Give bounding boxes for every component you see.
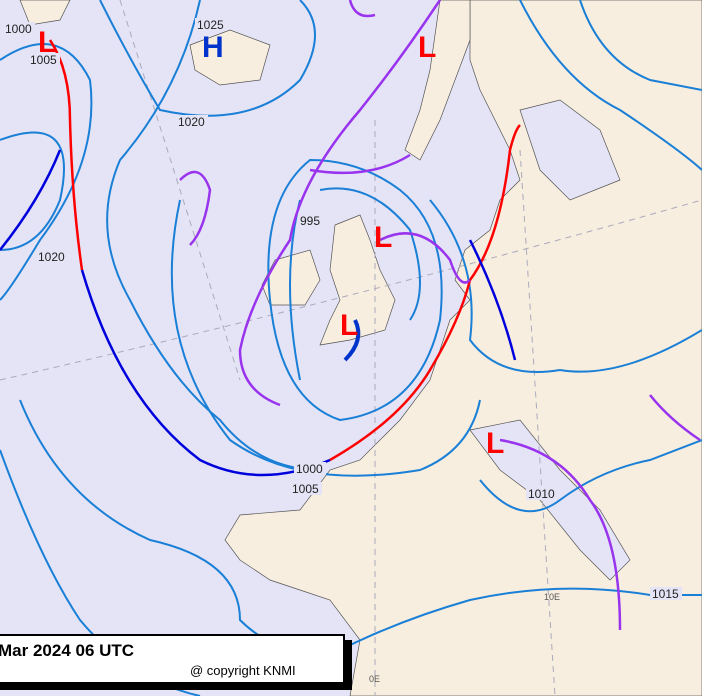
isobar-label-bg — [650, 587, 682, 600]
isobar-label: 1005 — [292, 482, 319, 496]
isobar-label-bg — [290, 482, 322, 495]
legend-box — [0, 634, 352, 690]
isobar-label: 1025 — [197, 18, 224, 32]
pressure-center: L — [340, 309, 358, 342]
isobar-label: 1000 — [296, 462, 323, 476]
isobar-label: 1000 — [5, 22, 32, 36]
pressure-center: L — [38, 26, 56, 59]
isobar-label-bg — [195, 18, 227, 31]
isobar-label: 1015 — [652, 587, 679, 601]
isobar-label-bg — [3, 22, 35, 35]
longitude-label: 10E — [544, 592, 560, 602]
isobar-label: 995 — [300, 214, 320, 228]
isobar-label: 1010 — [528, 487, 555, 501]
pressure-center: L — [486, 427, 504, 460]
isobar-label-bg — [526, 487, 558, 500]
isobar-label-bg — [298, 214, 320, 227]
isobar-label: 1005 — [30, 53, 57, 67]
timestamp: Mar 2024 06 UTC — [0, 641, 134, 660]
longitude-label: 0E — [369, 674, 380, 684]
pressure-center: L — [374, 221, 392, 254]
isobar-label-bg — [176, 115, 208, 128]
pressure-center: H — [202, 31, 224, 64]
pressure-center: L — [418, 31, 436, 64]
fronts — [0, 0, 701, 631]
isobar-label: 1020 — [178, 115, 205, 129]
isobar-label: 1020 — [38, 250, 65, 264]
isobar-label-bg — [294, 462, 326, 475]
isobar-label-bg — [36, 250, 68, 263]
copyright: @ copyright KNMI — [190, 663, 296, 678]
isobar-label-bg — [28, 53, 60, 66]
